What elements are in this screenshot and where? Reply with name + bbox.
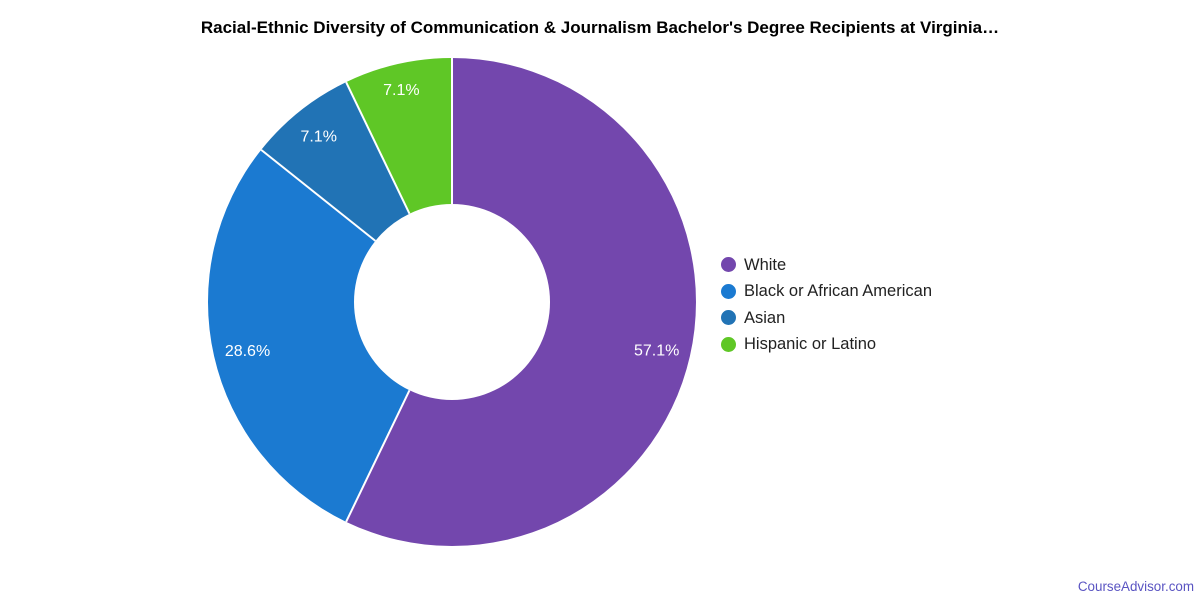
svg-text:7.1%: 7.1%	[300, 129, 336, 146]
svg-text:57.1%: 57.1%	[634, 343, 679, 360]
svg-text:28.6%: 28.6%	[225, 343, 270, 360]
svg-text:7.1%: 7.1%	[383, 82, 419, 99]
